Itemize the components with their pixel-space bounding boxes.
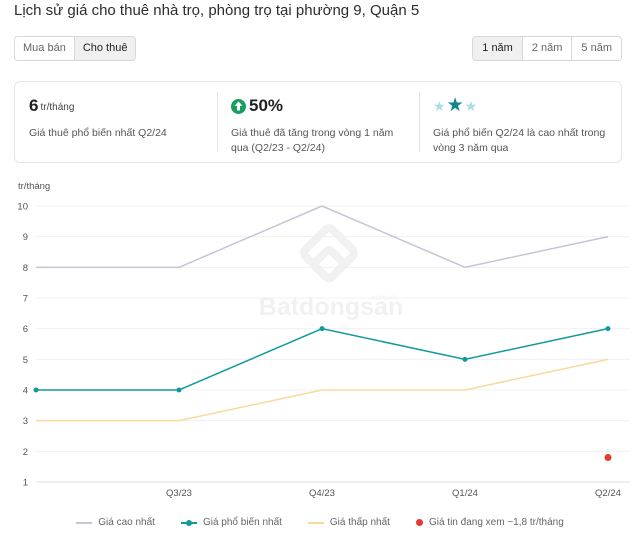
y-tick-label: 5 <box>23 355 28 366</box>
stat-common-price: 6 tr/tháng Giá thuê phổ biến nhất Q2/24 <box>15 82 217 162</box>
tab-cho-thue[interactable]: Cho thuê <box>74 37 136 60</box>
legend-line-icon <box>76 521 93 524</box>
arrow-up-icon <box>231 98 246 114</box>
chart-legend: Giá cao nhất Giá phổ biến nhất Giá thấp … <box>0 517 640 528</box>
chart-watermark: Batdongsan .com.vn <box>259 224 403 321</box>
legend-line-icon <box>180 519 197 526</box>
legend-item-max: Giá cao nhất <box>76 517 155 528</box>
stats-card: 6 tr/tháng Giá thuê phổ biến nhất Q2/24 … <box>14 81 622 163</box>
star-icon: ★ <box>433 98 446 114</box>
price-change-value: 50% <box>249 96 284 115</box>
legend-item-current: Giá tin đang xem ~1,8 tr/tháng <box>415 517 564 528</box>
series-line-0 <box>36 205 609 269</box>
data-point <box>462 356 468 362</box>
common-price-desc: Giá thuê phổ biến nhất Q2/24 <box>29 127 167 139</box>
y-tick-label: 6 <box>23 324 28 335</box>
current-listing-point <box>604 453 612 461</box>
legend-label-current: Giá tin đang xem ~1,8 tr/tháng <box>428 517 564 528</box>
x-tick-label: Q2/24 <box>595 488 621 499</box>
legend-label-max: Giá cao nhất <box>98 517 155 528</box>
period-toggle: 1 năm 2 năm 5 năm <box>472 36 622 61</box>
y-tick-label: 10 <box>17 202 28 213</box>
common-price-value: 6 <box>29 96 39 115</box>
y-tick-label: 8 <box>23 263 28 274</box>
price-history-chart: Batdongsan .com.vn 1 2 3 4 5 6 7 8 9 10 Q3/23 Q4/2… <box>17 181 630 499</box>
data-point <box>319 326 325 332</box>
data-point <box>33 387 39 393</box>
data-point <box>605 326 611 332</box>
y-tick-label: 4 <box>23 386 28 397</box>
legend-label-min: Giá thấp nhất <box>329 517 390 528</box>
stars-icon: ★ ★ ★ <box>433 94 607 118</box>
chart-series <box>33 205 612 461</box>
x-tick-label: Q4/23 <box>309 488 335 499</box>
legend-line-icon <box>307 521 324 524</box>
price-change-desc: Giá thuê đã tăng trong vòng 1 năm qua (Q… <box>231 127 394 154</box>
legend-item-common: Giá phổ biến nhất <box>180 517 282 528</box>
y-tick-label: 2 <box>23 447 28 458</box>
legend-item-min: Giá thấp nhất <box>307 517 390 528</box>
y-tick-label: 7 <box>23 294 28 305</box>
page-title: Lịch sử giá cho thuê nhà trọ, phòng trọ … <box>14 2 420 19</box>
common-price-unit: tr/tháng <box>40 102 75 113</box>
y-tick-label: 1 <box>23 478 28 489</box>
tab-mua-ban[interactable]: Mua bán <box>15 37 75 60</box>
tab-1-nam[interactable]: 1 năm <box>473 37 523 60</box>
y-axis: 1 2 3 4 5 6 7 8 9 10 <box>17 202 28 489</box>
legend-dot-icon <box>415 519 423 526</box>
star-icon: ★ <box>464 98 478 114</box>
tab-2-nam[interactable]: 2 năm <box>522 37 573 60</box>
x-tick-label: Q1/24 <box>452 488 478 499</box>
stat-price-change: 50% Giá thuê đã tăng trong vòng 1 năm qu… <box>217 82 419 162</box>
x-tick-label: Q3/23 <box>166 488 192 499</box>
x-axis: Q3/23 Q4/23 Q1/24 Q2/24 <box>36 481 630 499</box>
y-tick-label: 3 <box>23 416 28 427</box>
listing-type-toggle: Mua bán Cho thuê <box>14 36 137 61</box>
stat-price-rank: ★ ★ ★ Giá phổ biến Q2/24 là cao nhất trong… <box>419 82 621 162</box>
price-rank-desc: Giá phổ biến Q2/24 là cao nhất trong vòn… <box>433 127 606 154</box>
y-axis-label: tr/tháng <box>18 181 50 192</box>
tab-5-nam[interactable]: 5 năm <box>572 37 621 60</box>
series-line-2 <box>36 358 609 422</box>
star-icon: ★ <box>446 95 464 116</box>
y-tick-label: 9 <box>23 232 28 243</box>
data-point <box>176 387 182 393</box>
legend-label-common: Giá phổ biến nhất <box>202 517 282 528</box>
